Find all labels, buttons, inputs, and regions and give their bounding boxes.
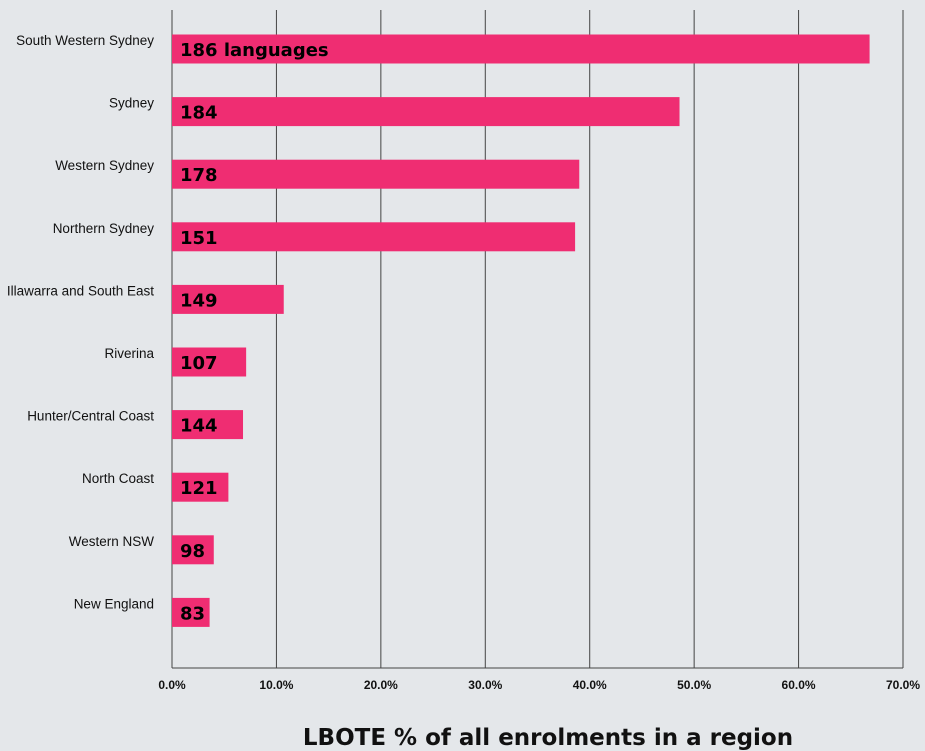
bar <box>172 347 247 377</box>
category-label: North Coast <box>82 471 154 486</box>
bar <box>172 159 580 189</box>
category-label: Western NSW <box>69 534 155 549</box>
x-tick-label: 60.0% <box>782 678 816 692</box>
bar-value-label: 107 <box>180 353 218 374</box>
bars: 186 languages 184 178 151 149 107 144 121 98 83 <box>172 34 870 627</box>
bar-value-label: 121 <box>180 478 218 499</box>
x-tick-label: 30.0% <box>468 678 502 692</box>
bar <box>172 472 229 502</box>
bar <box>172 34 870 64</box>
x-tick-label: 20.0% <box>364 678 398 692</box>
bar <box>172 410 244 440</box>
category-label: South Western Sydney <box>16 33 154 48</box>
bar-value-label: 98 <box>180 541 205 562</box>
bar-value-label: 178 <box>180 165 218 186</box>
x-tick-label: 0.0% <box>158 678 186 692</box>
bar <box>172 222 576 252</box>
x-tick-label: 50.0% <box>677 678 711 692</box>
bar-value-label: 151 <box>180 228 218 249</box>
x-tick-labels: 0.0% 10.0% 20.0% 30.0% 40.0% 50.0% 60.0% 70.0% <box>158 678 920 692</box>
bar-value-label: 184 <box>180 103 218 124</box>
bar <box>172 597 210 627</box>
x-tick-label: 10.0% <box>259 678 293 692</box>
bar-value-label: 83 <box>180 603 205 624</box>
x-tick-label: 70.0% <box>886 678 920 692</box>
bar <box>172 97 680 127</box>
category-label: Illawarra and South East <box>7 283 154 298</box>
category-labels: South Western Sydney Sydney Western Sydney… <box>7 33 155 611</box>
category-label: Hunter/Central Coast <box>27 409 154 424</box>
category-label: Northern Sydney <box>53 221 155 236</box>
bar-value-label: 144 <box>180 416 218 437</box>
category-label: Western Sydney <box>55 158 154 173</box>
bar <box>172 284 284 314</box>
x-tick-label: 40.0% <box>573 678 607 692</box>
category-label: Sydney <box>109 96 154 111</box>
bar-value-label: 149 <box>180 290 218 311</box>
bar-value-label: 186 languages <box>180 40 329 61</box>
category-label: New England <box>74 596 154 611</box>
bar <box>172 535 214 565</box>
category-label: Riverina <box>104 346 154 361</box>
x-axis-title: LBOTE % of all enrolments in a region <box>303 725 793 751</box>
